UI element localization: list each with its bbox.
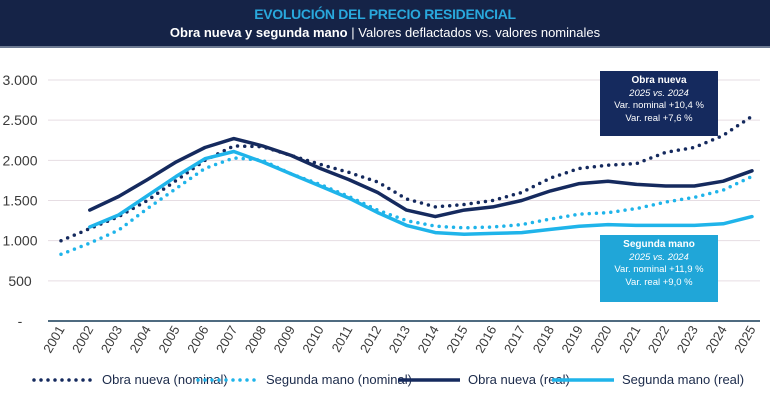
x-tick-label: 2014: [414, 323, 441, 356]
legend-label: Segunda mano (real): [622, 372, 745, 387]
x-tick-label: 2013: [386, 323, 413, 356]
chart-header: EVOLUCIÓN DEL PRECIO RESIDENCIAL Obra nu…: [0, 0, 770, 48]
chart-title: EVOLUCIÓN DEL PRECIO RESIDENCIAL: [254, 6, 516, 22]
legend-swatch: [398, 377, 460, 382]
legend-item-obra-nueva-real: Obra nueva (real): [398, 372, 570, 387]
x-tick-label: 2012: [357, 323, 384, 356]
x-tick-label: 2011: [329, 323, 356, 355]
x-tick-label: 2009: [270, 323, 297, 356]
subtitle-bold: Obra nueva y segunda mano: [169, 25, 348, 40]
x-tick-label: 2023: [674, 323, 701, 356]
x-tick-label: 2020: [587, 323, 614, 356]
y-tick-label: 3.000: [2, 72, 37, 88]
x-tick-label: 2025: [731, 323, 758, 356]
x-tick-label: 2015: [443, 323, 470, 356]
legend-item-segunda-mano-nominal: Segunda mano (nominal): [196, 372, 412, 387]
x-tick-label: 2006: [184, 323, 211, 356]
legend-label: Segunda mano (nominal): [266, 372, 412, 387]
x-tick-label: 2018: [530, 323, 557, 356]
legend-item-segunda-mano-real: Segunda mano (real): [552, 372, 744, 387]
legend-swatch: [32, 377, 94, 382]
x-tick-label: 2008: [242, 323, 269, 356]
subtitle-rest: Valores deflactados vs. valores nominale…: [358, 25, 601, 40]
annotation-period: 2025 vs. 2024: [629, 251, 689, 263]
x-tick-label: 2017: [501, 323, 528, 356]
x-tick-label: 2022: [645, 323, 672, 356]
legend-label: Obra nueva (real): [468, 372, 570, 387]
x-tick-label: 2005: [155, 323, 182, 356]
x-tick-label: 2004: [127, 323, 154, 356]
x-tick-label: 2001: [40, 323, 67, 356]
legend-label: Obra nueva (nominal): [102, 372, 228, 387]
annotation-title: Segunda mano: [623, 239, 695, 250]
annotation-segunda-mano: Segunda mano 2025 vs. 2024 Var. nominal …: [600, 235, 718, 302]
y-tick-label: 1.500: [2, 193, 37, 209]
x-tick-label: 2010: [299, 323, 326, 356]
annotation-title: Obra nueva: [631, 75, 687, 86]
x-tick-label: 2016: [472, 323, 499, 356]
x-tick-label: 2024: [702, 323, 729, 356]
legend-swatch: [196, 377, 258, 382]
annotation-real: Var. real +7,6 %: [625, 112, 693, 124]
x-tick-label: 2002: [69, 323, 96, 356]
y-tick-label: 2.500: [2, 112, 37, 128]
y-tick-label: 1.000: [2, 233, 37, 249]
x-tick-label: 2019: [558, 323, 585, 356]
annotation-real: Var. real +9,0 %: [625, 276, 693, 288]
y-tick-label: 2.000: [2, 152, 37, 168]
chart-subtitle: Obra nueva y segunda mano | Valores defl…: [0, 25, 770, 40]
legend-swatch: [552, 377, 614, 382]
series-line-segunda-mano-real: [88, 149, 754, 236]
x-tick-label: 2003: [98, 323, 125, 356]
annotation-period: 2025 vs. 2024: [629, 87, 689, 99]
x-tick-label: 2021: [616, 323, 643, 356]
legend-item-obra-nueva-nominal: Obra nueva (nominal): [32, 372, 228, 387]
subtitle-separator: |: [351, 25, 355, 40]
series-line-obra-nueva-real: [88, 136, 754, 219]
x-tick-label: 2007: [213, 323, 240, 356]
annotation-nominal: Var. nominal +11,9 %: [614, 264, 704, 275]
annotation-nominal: Var. nominal +10,4 %: [614, 100, 704, 111]
legend: Obra nueva (nominal) Segunda mano (nomin…: [0, 372, 770, 392]
y-tick-label: -: [18, 313, 23, 329]
annotation-obra-nueva: Obra nueva 2025 vs. 2024 Var. nominal +1…: [600, 71, 718, 136]
series-line-obra-nueva-nominal: [59, 114, 754, 243]
y-tick-label: 500: [8, 273, 32, 289]
